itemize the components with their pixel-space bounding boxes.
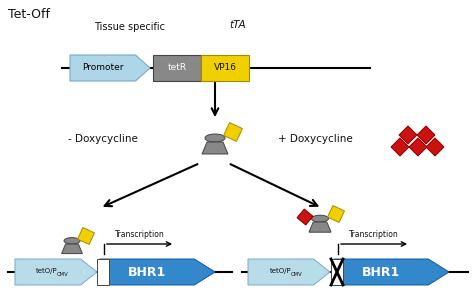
Polygon shape xyxy=(334,259,449,285)
Polygon shape xyxy=(297,209,313,225)
Text: BHR1: BHR1 xyxy=(362,265,400,278)
Text: tetR: tetR xyxy=(167,63,187,73)
Text: BHR1: BHR1 xyxy=(128,265,166,278)
Bar xyxy=(331,259,343,285)
Text: - Doxycycline: - Doxycycline xyxy=(68,134,138,144)
Polygon shape xyxy=(224,123,242,142)
Ellipse shape xyxy=(205,134,225,142)
Text: Promoter: Promoter xyxy=(82,63,124,73)
Polygon shape xyxy=(399,126,417,144)
Polygon shape xyxy=(328,206,345,222)
Text: tTA: tTA xyxy=(230,20,246,30)
Polygon shape xyxy=(70,55,150,81)
Text: + Doxycycline: + Doxycycline xyxy=(278,134,353,144)
Polygon shape xyxy=(391,138,409,156)
Text: CMV: CMV xyxy=(57,271,69,277)
Text: Tet-Off: Tet-Off xyxy=(8,8,50,21)
Text: CMV: CMV xyxy=(291,271,303,277)
Ellipse shape xyxy=(64,238,80,244)
Text: tetO/P: tetO/P xyxy=(36,268,58,274)
Text: Tissue specific: Tissue specific xyxy=(94,22,165,32)
Polygon shape xyxy=(15,259,97,285)
Bar xyxy=(153,55,201,81)
Ellipse shape xyxy=(311,215,328,222)
Bar xyxy=(201,55,249,81)
Polygon shape xyxy=(409,138,427,156)
Text: tetO/P: tetO/P xyxy=(270,268,292,274)
Polygon shape xyxy=(417,126,435,144)
Polygon shape xyxy=(309,222,331,232)
Polygon shape xyxy=(100,259,215,285)
Text: Transcription: Transcription xyxy=(115,230,164,239)
Polygon shape xyxy=(426,138,444,156)
Text: VP16: VP16 xyxy=(213,63,237,73)
Text: Transcription: Transcription xyxy=(349,230,399,239)
Polygon shape xyxy=(202,142,228,154)
Polygon shape xyxy=(78,228,94,244)
Polygon shape xyxy=(248,259,330,285)
Bar xyxy=(97,259,109,285)
Polygon shape xyxy=(62,244,82,253)
